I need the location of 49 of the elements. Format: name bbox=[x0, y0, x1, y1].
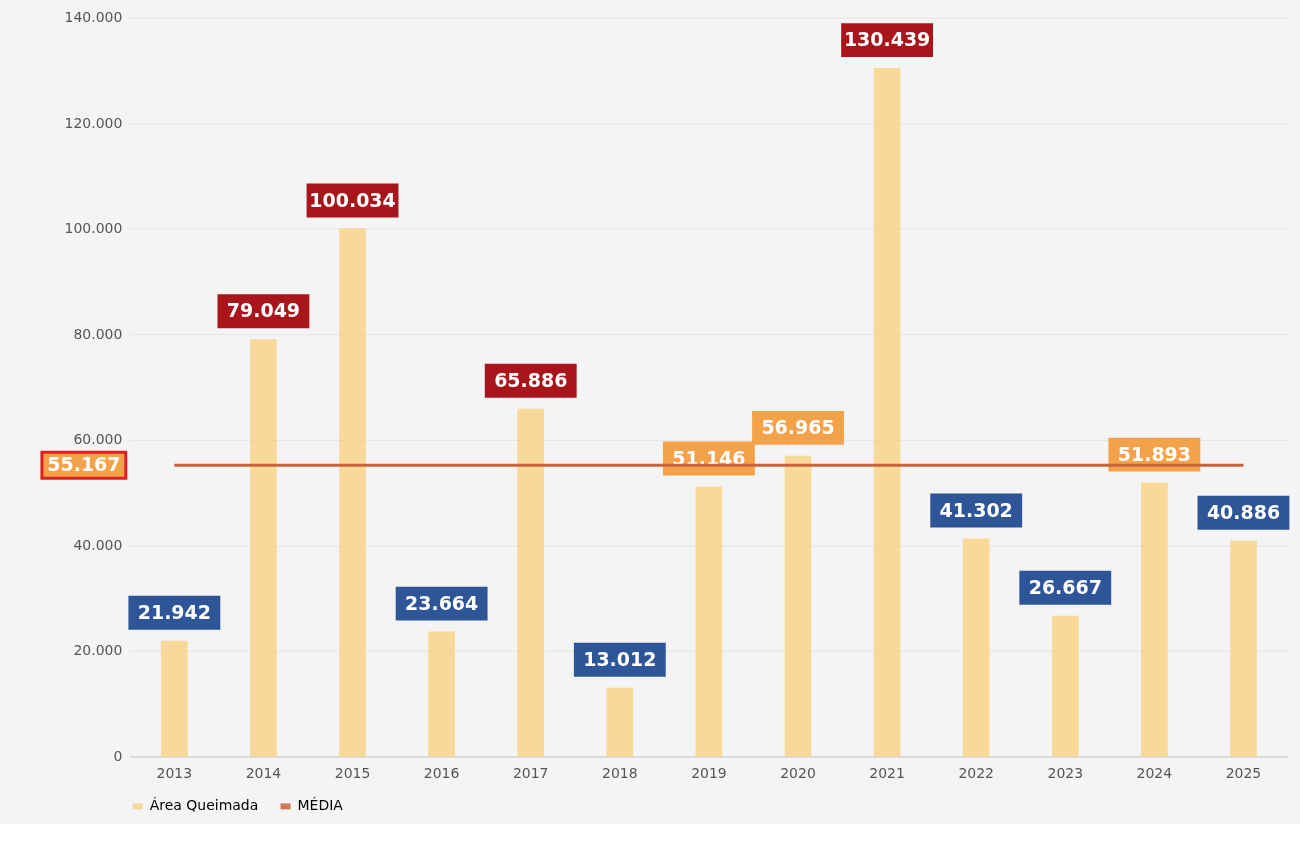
bar bbox=[517, 408, 545, 757]
x-tick-label: 2018 bbox=[602, 764, 638, 781]
x-tick-label: 2024 bbox=[1136, 764, 1173, 781]
bar bbox=[1141, 482, 1168, 757]
data-label: 56.965 bbox=[761, 415, 835, 438]
bar bbox=[250, 339, 277, 757]
data-label: 65.886 bbox=[494, 368, 568, 391]
y-tick-label: 120.000 bbox=[64, 114, 123, 131]
bar bbox=[606, 687, 634, 757]
bar bbox=[1051, 615, 1079, 757]
bar bbox=[695, 486, 723, 757]
x-tick-label: 2013 bbox=[156, 764, 193, 781]
text: 55.167 bbox=[47, 453, 121, 476]
data-label: 130.439 bbox=[843, 28, 931, 51]
y-tick-label: 80.000 bbox=[73, 325, 123, 342]
x-tick-label: 2025 bbox=[1225, 764, 1262, 781]
bar bbox=[160, 640, 188, 757]
data-label: 41.302 bbox=[939, 498, 1013, 521]
bar bbox=[784, 455, 812, 757]
x-tick-label: 2016 bbox=[423, 764, 460, 781]
legend-label: MÉDIA bbox=[297, 797, 344, 814]
bar bbox=[962, 538, 990, 757]
x-tick-label: 2020 bbox=[780, 764, 816, 781]
x-tick-label: 2019 bbox=[691, 764, 727, 781]
x-tick-label: 2023 bbox=[1047, 764, 1084, 781]
bar bbox=[873, 68, 901, 757]
data-label: 79.049 bbox=[226, 299, 301, 322]
data-label: 13.012 bbox=[583, 647, 657, 670]
bar bbox=[428, 631, 455, 757]
data-label: 51.893 bbox=[1117, 442, 1191, 465]
legend-label: Área Queimada bbox=[149, 797, 259, 814]
y-tick-label: 0 bbox=[113, 747, 123, 764]
bar bbox=[339, 228, 366, 757]
bar bbox=[1230, 540, 1257, 757]
data-label: 40.886 bbox=[1206, 500, 1281, 523]
x-tick-label: 2017 bbox=[512, 764, 549, 781]
data-label: 100.034 bbox=[309, 188, 396, 211]
y-tick-label: 140.000 bbox=[64, 9, 123, 26]
data-label: 23.664 bbox=[405, 591, 479, 614]
x-tick-label: 2021 bbox=[869, 764, 905, 781]
data-label: 26.667 bbox=[1028, 575, 1102, 598]
y-tick-label: 60.000 bbox=[73, 431, 123, 448]
y-tick-label: 40.000 bbox=[73, 536, 123, 553]
y-tick-label: 20.000 bbox=[73, 642, 123, 659]
x-tick-label: 2014 bbox=[245, 764, 282, 781]
x-tick-label: 2022 bbox=[958, 764, 994, 781]
y-tick-label: 100.000 bbox=[64, 220, 123, 237]
data-label: 21.942 bbox=[137, 600, 211, 623]
x-tick-label: 2015 bbox=[334, 764, 371, 781]
